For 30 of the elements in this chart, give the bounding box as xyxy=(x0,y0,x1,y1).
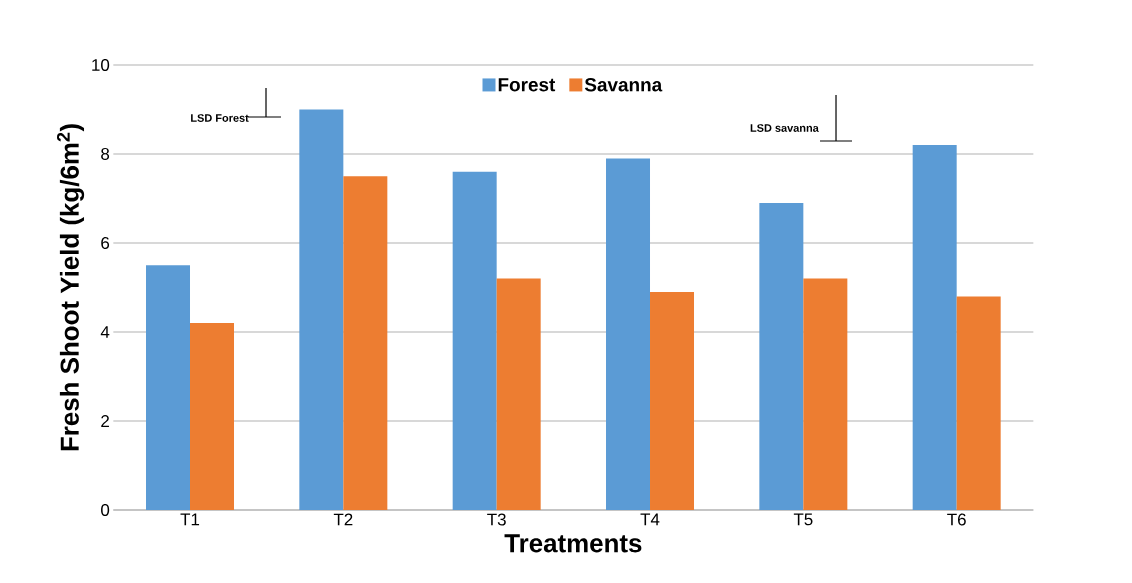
y-tick-label: 6 xyxy=(101,237,110,249)
y-tick-label: 8 xyxy=(101,148,110,160)
bar xyxy=(956,296,1001,510)
bar xyxy=(190,323,234,510)
bar xyxy=(650,291,695,510)
bar xyxy=(343,176,388,510)
bar xyxy=(452,171,497,510)
x-axis-title: Treatments xyxy=(504,534,642,553)
legend-label: Savanna xyxy=(584,78,663,92)
bar xyxy=(146,265,190,510)
y-tick-label: 0 xyxy=(101,504,110,516)
bar xyxy=(759,202,804,510)
x-tick-label: T5 xyxy=(793,513,813,526)
x-tick-label: T4 xyxy=(640,513,660,526)
x-tick-label: T2 xyxy=(333,513,353,526)
x-tick-label: T6 xyxy=(947,513,966,526)
y-tick-label: 4 xyxy=(100,326,110,338)
bar xyxy=(803,278,848,510)
bar xyxy=(912,145,957,510)
bar xyxy=(496,278,541,510)
y-axis-title: Fresh Shoot Yield (kg/6m$^{2}$) xyxy=(56,124,85,451)
bar xyxy=(606,158,651,510)
y-tick-label: 2 xyxy=(101,415,109,427)
x-tick-label: T1 xyxy=(180,513,200,526)
bar xyxy=(299,109,344,510)
y-tick-label: 10 xyxy=(92,59,110,71)
legend-label: Forest xyxy=(498,78,556,92)
annotation: LSD Forest xyxy=(191,114,249,122)
x-tick-label: T3 xyxy=(487,513,506,526)
annotation: LSD savanna xyxy=(750,124,819,132)
